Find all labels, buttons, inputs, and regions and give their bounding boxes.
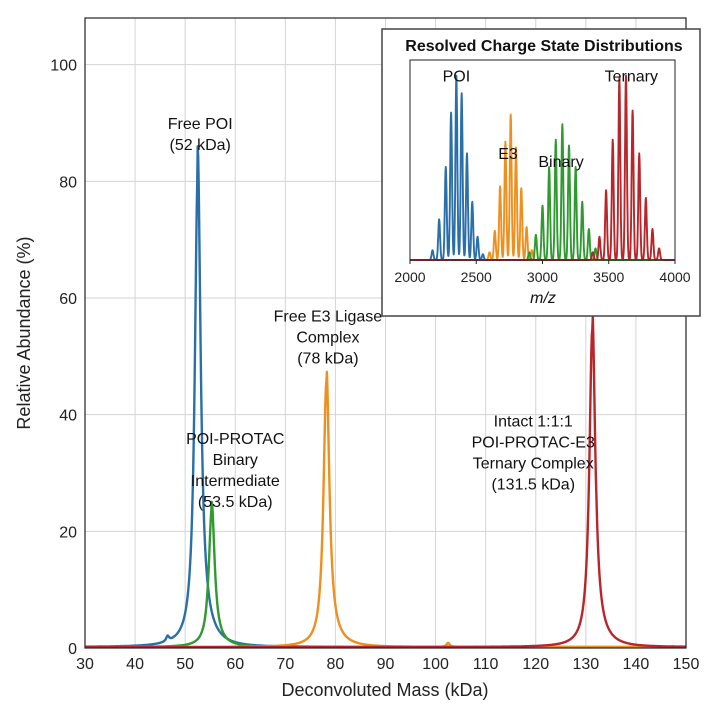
main-plot-frame — [84, 17, 687, 649]
inset-x-tick-label: 4000 — [659, 269, 690, 285]
y-tick-label: 40 — [59, 408, 77, 425]
inset-x-tick-label: 2000 — [394, 269, 425, 285]
y-tick-label: 60 — [59, 291, 77, 308]
peak-annotation: Free E3 Ligase Complex (78 kDa) — [274, 308, 383, 367]
annotation-line: (52 kDa) — [170, 137, 231, 154]
series-line-3 — [84, 316, 687, 649]
x-axis-title: Deconvoluted Mass (kDa) — [281, 680, 488, 700]
x-tick-label: 60 — [226, 656, 244, 673]
main-series — [84, 145, 687, 649]
y-tick-label: 100 — [50, 58, 77, 75]
peak-annotation: POI-PROTAC Binary Intermediate (53.5 kDa) — [186, 431, 284, 511]
x-tick-label: 150 — [673, 656, 700, 673]
inset-series-label: Binary — [538, 154, 583, 171]
inset-panel: Resolved Charge State Distributions 2000… — [381, 28, 701, 317]
annotation-line: Intact 1:1:1 — [494, 413, 573, 430]
annotation-line: Free E3 Ligase — [274, 308, 383, 325]
inset-x-axis-title: m/z — [530, 290, 556, 307]
x-tick-label: 40 — [126, 656, 144, 673]
inset-series-label: E3 — [498, 146, 518, 163]
x-tick-label: 130 — [572, 656, 599, 673]
x-tick-label: 50 — [176, 656, 194, 673]
x-tick-label: 80 — [327, 656, 345, 673]
y-tick-label: 20 — [59, 524, 77, 541]
inset-x-tick-label: 3000 — [527, 269, 558, 285]
x-tick-label: 30 — [76, 656, 94, 673]
inset-x-tick-label: 3500 — [593, 269, 624, 285]
inset-tick-labels: 2000 2500 3000 3500 4000 — [394, 260, 691, 285]
annotation-line: POI-PROTAC — [186, 431, 284, 448]
annotation-line: Complex — [296, 329, 359, 346]
annotation-line: Intermediate — [191, 473, 280, 490]
annotation-line: (131.5 kDa) — [491, 476, 575, 493]
annotation-line: (78 kDa) — [297, 350, 358, 367]
y-tick-label: 80 — [59, 174, 77, 191]
y-axis-title: Relative Abundance (%) — [14, 236, 34, 429]
inset-frame — [381, 28, 701, 317]
main-annotations: Free POI (52 kDa) POI-PROTAC Binary Intermed… — [168, 116, 595, 511]
annotation-line: POI-PROTAC-E3 — [472, 434, 595, 451]
inset-series-label: Ternary — [605, 69, 658, 86]
annotation-line: Free POI — [168, 116, 233, 133]
peak-annotation: Free POI (52 kDa) — [168, 116, 233, 154]
inset-series-labels: POI E3 Binary Ternary — [443, 69, 658, 171]
annotation-line: (53.5 kDa) — [198, 494, 273, 511]
x-tick-label: 90 — [377, 656, 395, 673]
x-tick-label: 140 — [623, 656, 650, 673]
x-tick-label: 110 — [473, 656, 499, 673]
annotation-line: Ternary Complex — [473, 455, 594, 472]
main-tick-labels: 30 40 50 60 70 80 90 100 110 120 130 140 150 0 20 40 60 8… — [50, 58, 699, 673]
inset-title: Resolved Charge State Distributions — [405, 38, 682, 55]
x-tick-label: 70 — [276, 656, 294, 673]
peak-annotation: Intact 1:1:1 POI-PROTAC-E3 Ternary Complex… — [472, 413, 595, 493]
annotation-line: Binary — [213, 452, 258, 469]
inset-series-label: POI — [443, 69, 471, 86]
y-tick-label: 0 — [68, 641, 77, 658]
x-tick-label: 120 — [522, 656, 549, 673]
x-tick-label: 100 — [422, 656, 449, 673]
inset-x-tick-label: 2500 — [461, 269, 492, 285]
